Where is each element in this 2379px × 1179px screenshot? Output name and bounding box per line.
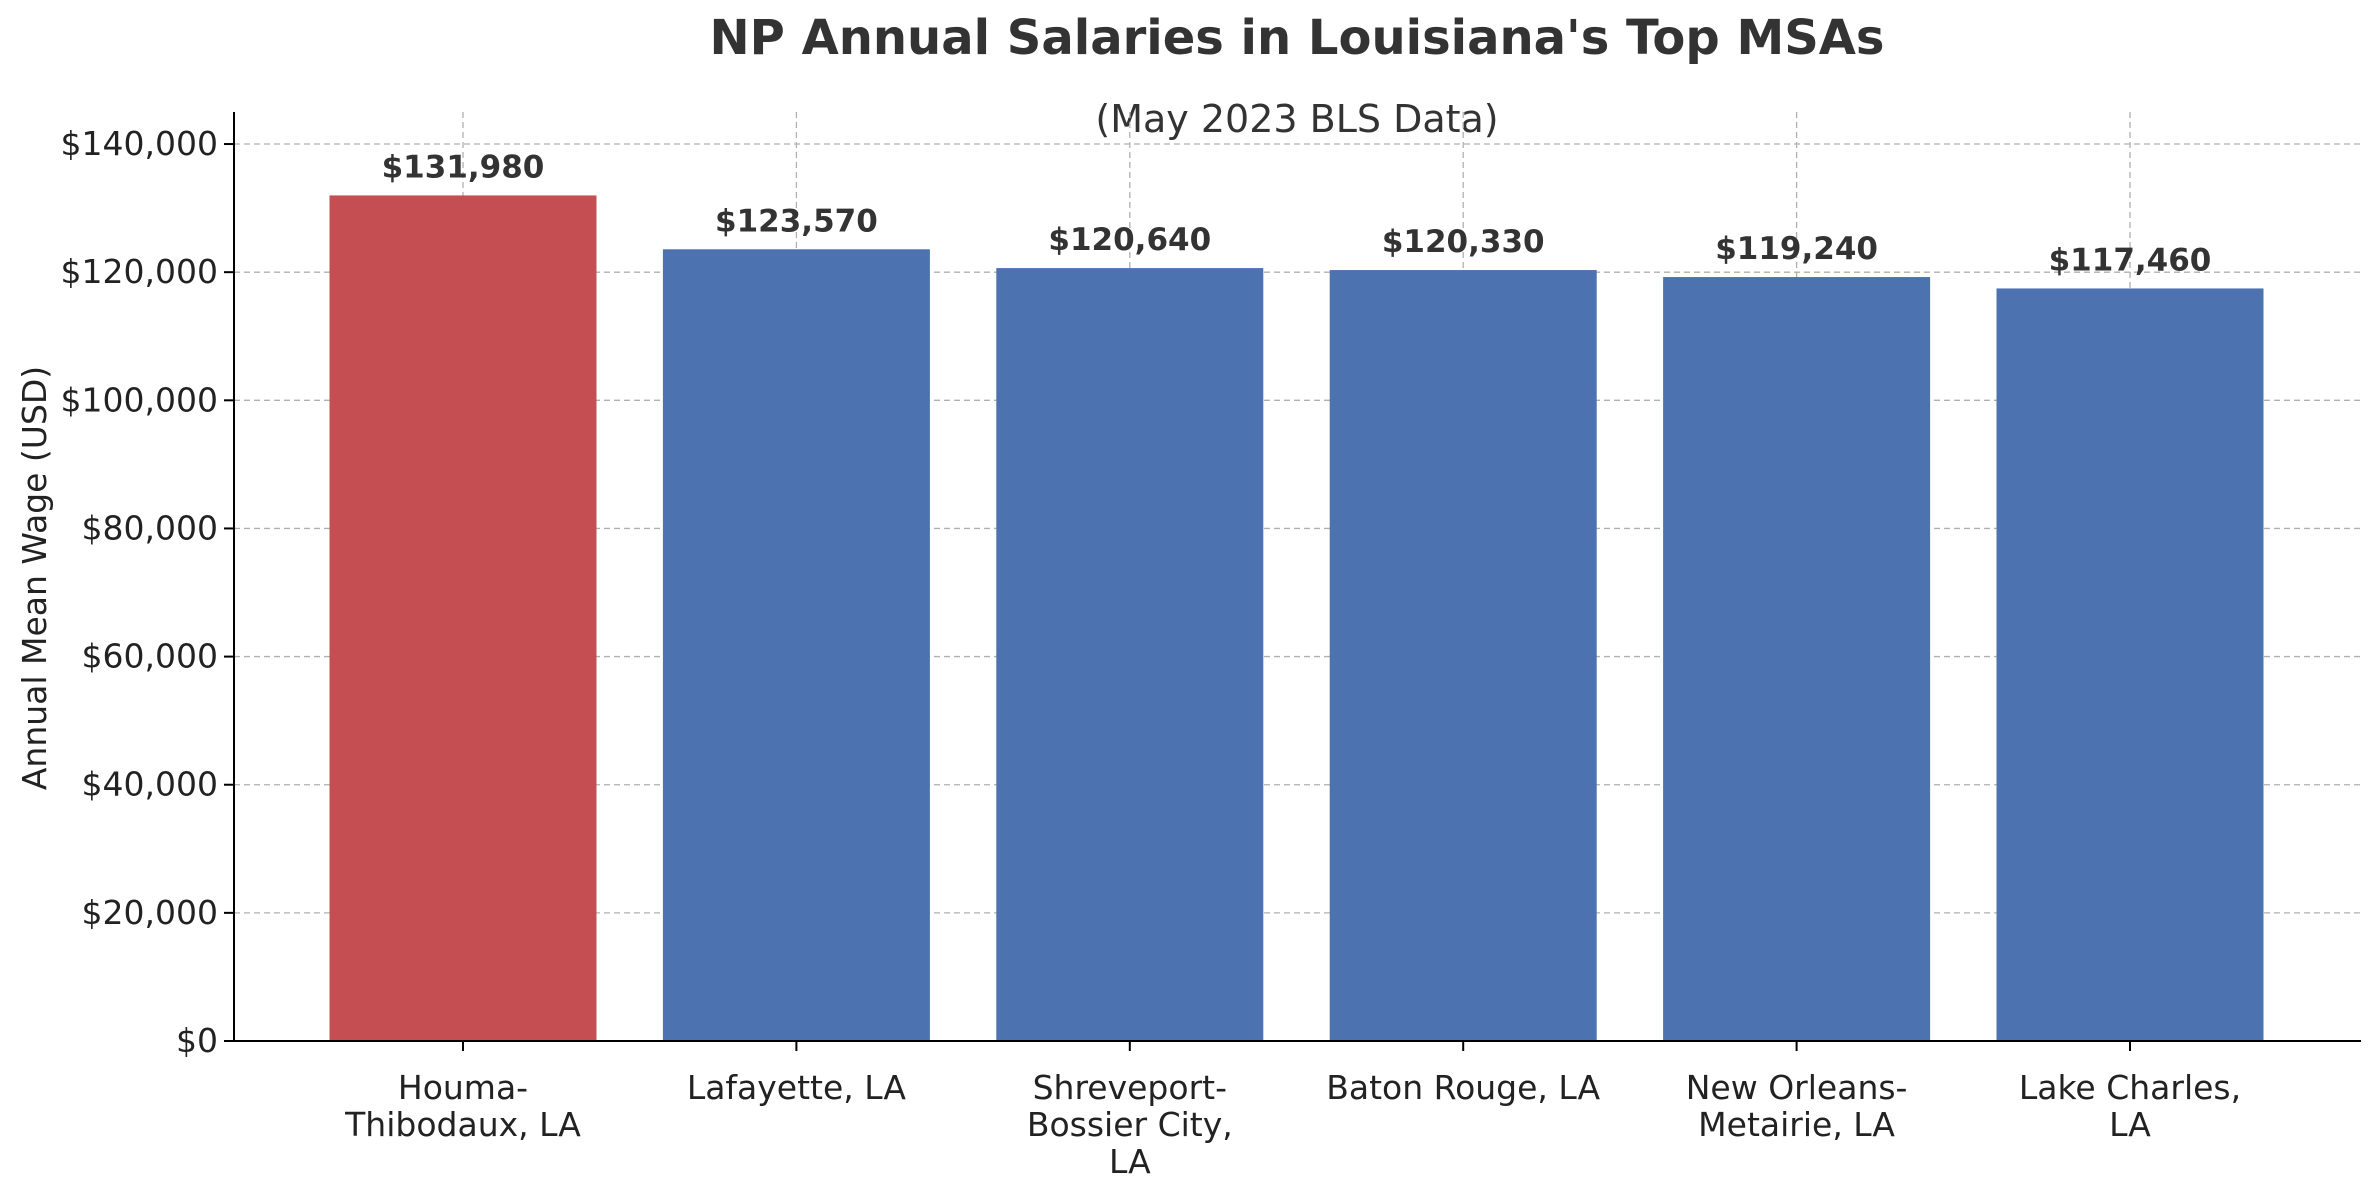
- x-axis-ticks: Houma-Thibodaux, LA Lafayette, LA Shrevepo…: [344, 1041, 2241, 1179]
- chart-title: NP Annual Salaries in Louisiana's Top MS…: [710, 10, 1885, 66]
- x-tick-label: Baton Rouge, LA: [1326, 1068, 1600, 1107]
- x-tick-label-line: Lafayette, LA: [687, 1068, 907, 1107]
- x-tick-label-line: Lake Charles,: [2019, 1068, 2241, 1107]
- x-tick-label-line: LA: [1109, 1142, 1151, 1179]
- bar: [1663, 277, 1931, 1042]
- x-tick-label-line: Baton Rouge, LA: [1326, 1068, 1600, 1107]
- y-tick-label: $0: [176, 1021, 218, 1060]
- y-axis-ticks: $0 $20,000 $40,000 $60,000 $80,000 $100,000 $1…: [61, 124, 234, 1060]
- y-axis-label: Annual Mean Wage (USD): [15, 366, 54, 790]
- data-label: $120,640: [1048, 222, 1211, 258]
- y-tick-label: $20,000: [82, 893, 218, 932]
- bars: [329, 195, 2264, 1042]
- y-tick-label: $140,000: [61, 124, 218, 163]
- x-tick-label-line: Metairie, LA: [1698, 1105, 1895, 1144]
- data-label: $119,240: [1715, 231, 1878, 267]
- data-labels: $131,980 $123,570 $120,640 $120,330 $119,240…: [382, 149, 2212, 278]
- x-tick-label: New Orleans-Metairie, LA: [1686, 1068, 1908, 1144]
- bar: [1329, 270, 1597, 1042]
- data-label: $131,980: [382, 149, 545, 185]
- x-tick-label-line: Thibodaux, LA: [344, 1105, 581, 1144]
- y-tick-label: $120,000: [61, 252, 218, 291]
- bar: [329, 195, 597, 1041]
- x-tick-label: Lafayette, LA: [687, 1068, 907, 1107]
- bar: [1996, 288, 2264, 1041]
- y-tick-label: $100,000: [61, 380, 218, 419]
- y-tick-label: $60,000: [82, 637, 218, 676]
- data-label: $120,330: [1382, 224, 1545, 260]
- x-tick-label: Shreveport-Bossier City, LA: [1027, 1068, 1233, 1179]
- chart-subtitle: (May 2023 BLS Data): [1095, 97, 1498, 141]
- x-tick-label: Houma-Thibodaux, LA: [344, 1068, 581, 1144]
- data-label: $117,460: [2049, 242, 2212, 278]
- bar: [996, 268, 1264, 1041]
- y-tick-label: $40,000: [82, 765, 218, 804]
- x-tick-label-line: LA: [2109, 1105, 2151, 1144]
- bar: [662, 249, 930, 1041]
- x-tick-label-line: Bossier City,: [1027, 1105, 1233, 1144]
- x-tick-label: Lake Charles, LA: [2019, 1068, 2241, 1144]
- x-tick-label-line: Houma-: [398, 1068, 528, 1107]
- x-tick-label-line: New Orleans-: [1686, 1068, 1908, 1107]
- data-label: $123,570: [715, 203, 878, 239]
- y-tick-label: $80,000: [82, 508, 218, 547]
- x-tick-label-line: Shreveport-: [1033, 1068, 1227, 1107]
